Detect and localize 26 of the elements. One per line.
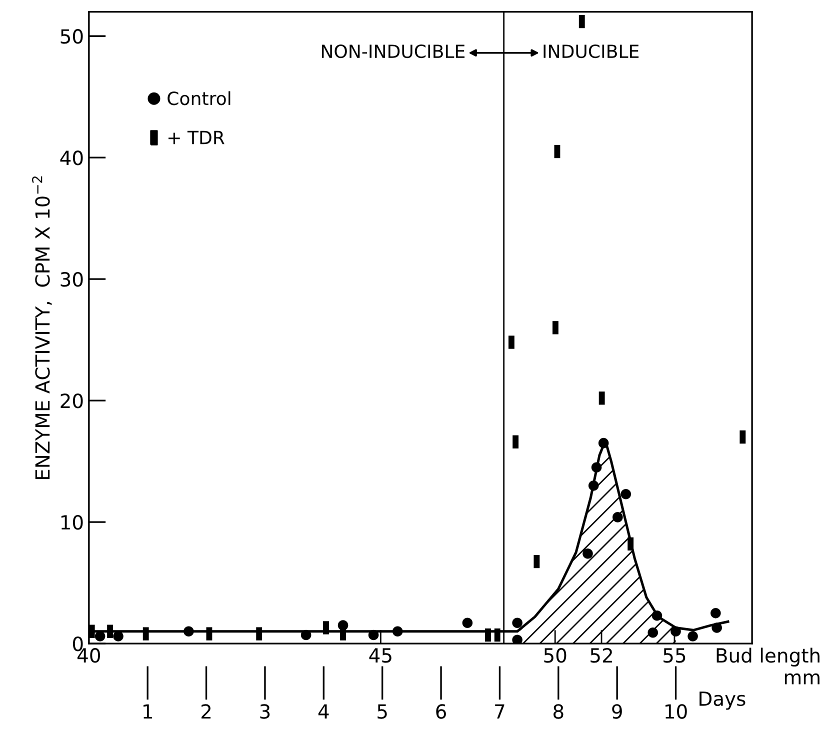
text: Bud length mm — [716, 648, 820, 684]
x-tick-label: 6 — [436, 704, 446, 719]
annotation: INDUCIBLE — [544, 44, 639, 58]
text: 50 — [544, 648, 566, 663]
text: 52 — [590, 648, 612, 663]
y-tick-label: 20 — [60, 394, 83, 408]
y-tick-label: 30 — [60, 272, 83, 287]
legend-label: Control — [168, 91, 230, 106]
legend-label: + TDR — [168, 130, 224, 144]
x-tick-label: 1 — [144, 704, 152, 719]
x-tick-label: 8 — [554, 704, 564, 719]
x-tick-label: 2 — [202, 704, 211, 719]
annotation: NON-INDUCIBLE — [322, 44, 465, 58]
x-axis-title: Days — [700, 692, 746, 710]
y-tick-label: 10 — [61, 515, 83, 530]
x-tick-label: 3 — [260, 704, 270, 719]
text: 55 — [664, 648, 686, 663]
y-axis-title: ENZYME ACTIVITY, CPM X 10$^{−2}$ — [32, 176, 52, 479]
x-tick-label: 10 — [666, 704, 687, 719]
text: 45 — [369, 648, 392, 663]
x-tick-label: 7 — [495, 704, 504, 719]
x-tick-label: 5 — [378, 704, 387, 719]
y-tick-label: 40 — [60, 150, 83, 166]
y-tick-label: 50 — [60, 29, 83, 44]
x-tick-label: 4 — [318, 704, 329, 719]
x-tick-label: 9 — [612, 704, 622, 719]
